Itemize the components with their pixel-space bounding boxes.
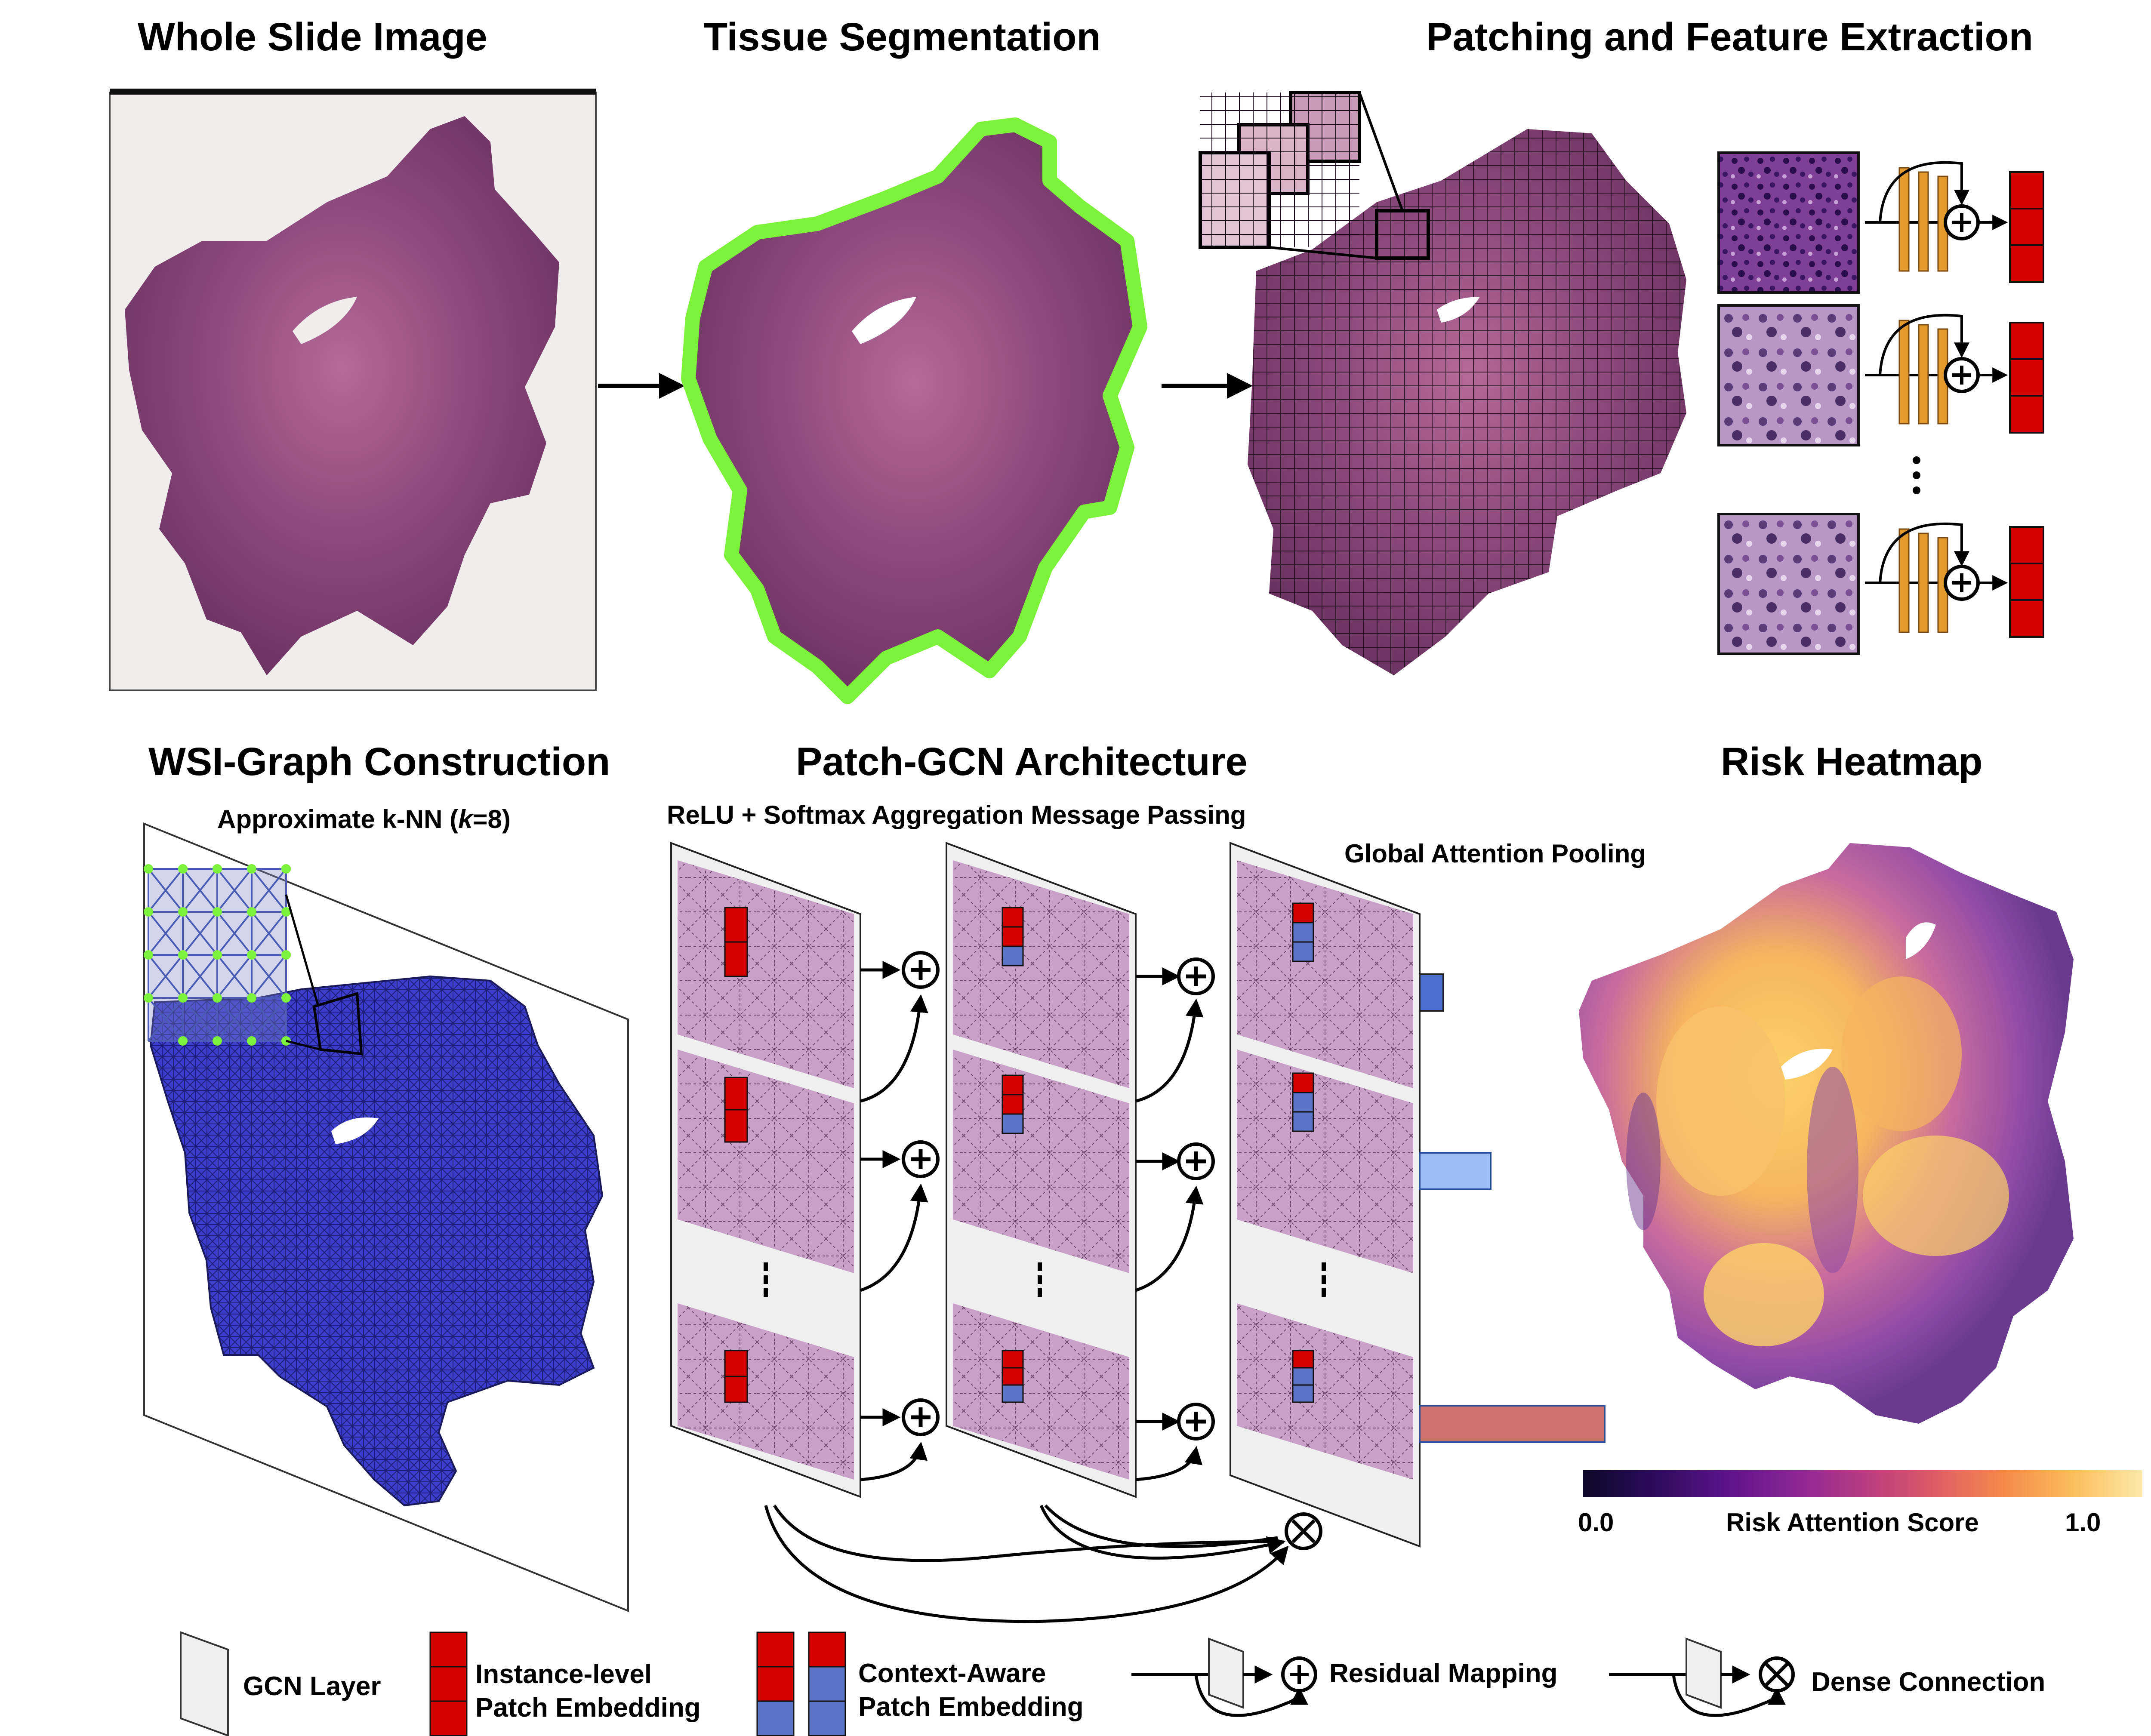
layer-slide [678, 860, 854, 1088]
layer-slide [678, 1050, 854, 1273]
gcn-layer-2 [946, 842, 1137, 1498]
legend-context-line1: Context-Aware [858, 1659, 1046, 1688]
colorbar-max: 1.0 [2065, 1508, 2101, 1537]
attention-bars [1419, 973, 1606, 1443]
layer-slide [953, 1050, 1129, 1273]
graph-zoom-inset [144, 864, 363, 1056]
legend-dense: Dense Connection [1811, 1667, 2046, 1697]
gcn-layer-3 [1230, 842, 1421, 1548]
feature-row [1717, 513, 2044, 655]
plus-nodes [902, 951, 1215, 1441]
knn-label: Approximate k-NN (k=8) [217, 805, 511, 834]
title-patch-gcn: Patch-GCN Architecture [796, 740, 1248, 784]
ellipsis-dots [1913, 456, 1920, 494]
layer-slide [1237, 860, 1413, 1088]
attention-pooling-label: Global Attention Pooling [1344, 839, 1646, 868]
feature-row [1717, 304, 2044, 446]
title-tissue-segmentation: Tissue Segmentation [703, 15, 1101, 59]
layer-slide [953, 1303, 1129, 1480]
legend-context-line2: Patch Embedding [858, 1692, 1084, 1722]
wsi-graph-panel [143, 822, 629, 1612]
title-whole-slide: Whole Slide Image [138, 15, 487, 59]
legend-gcn-layer: GCN Layer [243, 1671, 381, 1701]
context-embedding-legend-icon [756, 1631, 846, 1736]
risk-colorbar [1583, 1470, 2142, 1497]
title-wsi-graph: WSI-Graph Construction [148, 740, 610, 784]
colorbar-min: 0.0 [1578, 1508, 1614, 1537]
patching-panel [1199, 91, 1686, 675]
legend-instance-line1: Instance-level [475, 1659, 652, 1689]
dense-connection [764, 1504, 1289, 1623]
instance-embedding-legend-icon [429, 1631, 468, 1736]
message-passing-label: ReLU + Softmax Aggregation Message Passi… [667, 800, 1246, 829]
layer-slide [953, 860, 1129, 1088]
risk-heatmap [1579, 843, 2074, 1424]
feature-row [1717, 151, 2044, 294]
residual-connections [860, 961, 1204, 1481]
title-patching: Patching and Feature Extraction [1426, 15, 2033, 59]
layer-slide [678, 1303, 854, 1480]
patch-zoom-inset [1199, 91, 1430, 260]
dense-legend-icon [1609, 1638, 1795, 1717]
segmentation-panel [681, 117, 1147, 704]
tissue-shape [125, 116, 559, 675]
dense-node [1285, 1512, 1322, 1550]
gcn-layer-legend-icon [180, 1631, 229, 1736]
residual-legend-icon [1131, 1638, 1317, 1717]
legend-icons [180, 1631, 1795, 1736]
title-risk-heatmap: Risk Heatmap [1721, 740, 1983, 784]
legend-instance-line2: Patch Embedding [475, 1693, 701, 1723]
colorbar-title: Risk Attention Score [1726, 1508, 1979, 1537]
legend-residual: Residual Mapping [1329, 1659, 1558, 1688]
gcn-layer-1 [670, 842, 861, 1498]
layer-slide [1237, 1050, 1413, 1273]
whole-slide-panel [109, 89, 597, 691]
layer-slide [1237, 1303, 1413, 1480]
feature-extraction [1717, 151, 2044, 655]
